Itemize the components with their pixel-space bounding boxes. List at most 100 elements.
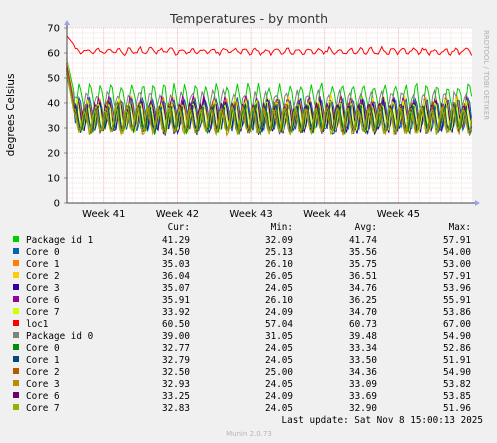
legend-value: 33.69 (349, 391, 377, 402)
y-tick-labels: 0 10 20 30 40 50 60 70 (47, 24, 60, 210)
legend-value: 39.00 (162, 331, 190, 342)
legend-name: Core 7 (26, 307, 60, 318)
legend-swatch (13, 380, 19, 386)
legend-value: 53.85 (443, 391, 471, 402)
legend-name: Package id 0 (26, 331, 93, 342)
legend-value: 51.91 (443, 355, 471, 366)
legend-value: 36.51 (349, 271, 377, 282)
legend-value: 53.86 (443, 307, 471, 318)
legend-value: 35.56 (349, 247, 377, 258)
legend-swatch (13, 320, 19, 326)
legend-name: Core 1 (26, 355, 60, 366)
legend-swatch (13, 344, 19, 350)
legend-value: 34.70 (349, 307, 377, 318)
legend-swatch (13, 236, 19, 242)
legend-value: 36.04 (162, 271, 190, 282)
legend-value: 35.03 (162, 259, 190, 270)
legend-value: 24.09 (265, 391, 293, 402)
legend-value: 24.05 (265, 379, 293, 390)
series-line (66, 35, 473, 57)
legend-value: 24.05 (265, 403, 293, 414)
legend-value: 39.48 (349, 331, 377, 342)
munin-version: Munin 2.0.73 (226, 430, 272, 438)
legend-value: 33.34 (349, 343, 377, 354)
legend-value: 33.92 (162, 307, 190, 318)
legend-value: 35.91 (162, 295, 190, 306)
legend-name: Core 2 (26, 271, 60, 282)
x-tick-label: Week 45 (377, 209, 420, 220)
legend-value: 60.73 (349, 319, 377, 330)
legend-value: 60.50 (162, 319, 190, 330)
legend-name: Core 6 (26, 391, 60, 402)
legend-swatch (13, 260, 19, 266)
legend-value: 57.91 (443, 235, 471, 246)
legend-value: 53.82 (443, 379, 471, 390)
legend-value: 25.13 (265, 247, 293, 258)
legend-name: Core 6 (26, 295, 60, 306)
legend-value: 35.07 (162, 283, 190, 294)
legend-value: 26.05 (265, 271, 293, 282)
y-axis-label: degrees Celsius (5, 74, 17, 157)
legend-value: 34.36 (349, 367, 377, 378)
legend-value: 24.05 (265, 283, 293, 294)
legend-name: Core 0 (26, 247, 60, 258)
axes (64, 20, 480, 206)
legend-value: 41.74 (349, 235, 377, 246)
x-axis-arrow (475, 200, 480, 206)
series-line (66, 58, 473, 116)
legend-name: Core 3 (26, 379, 60, 390)
legend-value: 32.50 (162, 367, 190, 378)
legend-swatch (13, 296, 19, 302)
legend-name: loc1 (26, 319, 48, 330)
legend-name: Core 3 (26, 283, 60, 294)
legend-value: 57.04 (265, 319, 293, 330)
legend-swatch (13, 368, 19, 374)
legend-value: 25.00 (265, 367, 293, 378)
legend-value: 26.10 (265, 295, 293, 306)
y-axis-arrow (64, 20, 70, 25)
legend: Cur: Min: Avg: Max: Package id 1 41.29 32.09 41… (13, 222, 471, 414)
legend-value: 35.75 (349, 259, 377, 270)
x-tick-label: Week 43 (229, 209, 272, 220)
legend-swatch (13, 272, 19, 278)
y-tick-label: 0 (54, 199, 60, 210)
last-update: Last update: Sat Nov 8 15:00:13 2025 (282, 415, 484, 426)
legend-value: 33.09 (349, 379, 377, 390)
legend-name: Core 0 (26, 343, 60, 354)
legend-name: Core 1 (26, 259, 60, 270)
legend-value: 53.00 (443, 259, 471, 270)
legend-value: 32.77 (162, 343, 190, 354)
legend-name: Package id 1 (26, 235, 93, 246)
legend-swatch (13, 356, 19, 362)
x-tick-label: Week 41 (82, 209, 125, 220)
legend-value: 54.00 (443, 247, 471, 258)
legend-value: 24.09 (265, 307, 293, 318)
legend-value: 31.05 (265, 331, 293, 342)
y-tick-label: 10 (47, 174, 60, 185)
legend-value: 24.05 (265, 343, 293, 354)
legend-value: 41.29 (162, 235, 190, 246)
legend-header: Max: (449, 222, 471, 233)
series-line (66, 73, 473, 137)
legend-value: 34.50 (162, 247, 190, 258)
rrdtool-credit: RRDTOOL / TOBI OETIKER (482, 30, 490, 120)
x-tick-labels: Week 41 Week 42 Week 43 Week 44 Week 45 (82, 209, 420, 220)
legend-value: 33.25 (162, 391, 190, 402)
legend-value: 32.93 (162, 379, 190, 390)
x-tick-label: Week 44 (303, 209, 346, 220)
y-tick-label: 60 (47, 49, 60, 60)
legend-swatch (13, 248, 19, 254)
chart-title: Temperatures - by month (169, 11, 328, 26)
legend-name: Core 7 (26, 403, 60, 414)
legend-value: 53.96 (443, 283, 471, 294)
legend-header: Min: (271, 222, 293, 233)
legend-header: Cur: (168, 222, 190, 233)
y-tick-label: 40 (47, 99, 60, 110)
legend-value: 32.79 (162, 355, 190, 366)
legend-value: 33.50 (349, 355, 377, 366)
legend-value: 34.76 (349, 283, 377, 294)
legend-value: 54.90 (443, 367, 471, 378)
legend-value: 32.90 (349, 403, 377, 414)
y-tick-label: 50 (47, 74, 60, 85)
